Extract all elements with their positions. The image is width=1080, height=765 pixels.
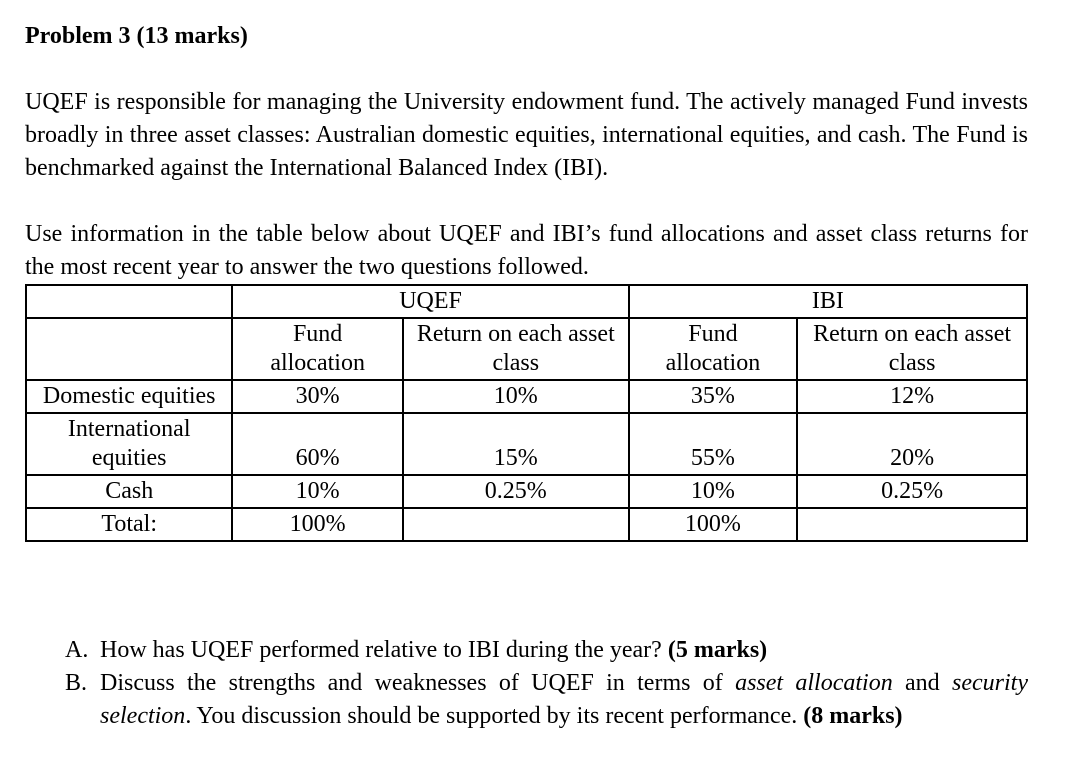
ibi-group-header: IBI [627,284,1029,319]
table-subheader-row: Fund allocation Return on each asset cla… [24,317,1028,381]
ibi-return-value: 20% [796,412,1028,476]
uqef-allocation-value: 10% [231,474,404,509]
questions-list: A. How has UQEF performed relative to IB… [25,634,1028,733]
question-b: B. Discuss the strengths and weaknesses … [25,667,1028,733]
question-b-italic-asset-allocation: asset allocation [735,670,893,696]
uqef-allocation-value: 30% [231,379,404,414]
table-row-total: Total: 100% 100% [24,507,1028,542]
question-b-body-part1: Discuss the strengths and weaknesses of … [100,670,736,696]
uqef-allocation-total: 100% [231,507,404,542]
uqef-allocation-value: 60% [231,412,404,476]
row-label: Total: [24,507,234,542]
intro-paragraph: UQEF is responsible for managing the Uni… [25,89,1028,181]
uqef-fund-allocation-header-text: Fund allocation [270,321,365,376]
ibi-return-value: 12% [796,379,1028,414]
international-equities-label-text: International equities [67,416,191,471]
ibi-fund-allocation-header: Fund allocation [627,317,799,381]
uqef-return-header: Return on each asset class [401,317,630,381]
question-b-italic-security-selection: security selection [100,670,1028,729]
ibi-return-header: Return on each asset class [796,317,1028,381]
question-a-body: How has UQEF performed relative to IBI d… [100,637,668,663]
row-label: Domestic equities [24,379,234,414]
ibi-allocation-value: 10% [627,474,799,509]
ibi-return-value: 0.25% [796,474,1028,509]
table-corner-cell [24,284,234,319]
problem-title: Problem 3 (13 marks) [25,23,248,49]
ibi-allocation-total: 100% [627,507,799,542]
table-row-cash: Cash 10% 0.25% 10% 0.25% [24,474,1028,509]
ibi-return-empty-cell [796,507,1028,542]
instruction-paragraph: Use information in the table below about… [25,221,1028,280]
uqef-return-value: 10% [401,379,630,414]
question-b-marks: (8 marks) [803,703,903,729]
uqef-fund-allocation-header: Fund allocation [231,317,404,381]
uqef-return-empty-cell [401,507,630,542]
row-label: International equities [24,412,234,476]
allocation-table: UQEF IBI Fund allocation Return on each … [24,284,1029,542]
row-label: Cash [24,474,234,509]
question-b-marker: B. [65,670,88,696]
table-group-header-row: UQEF IBI [24,284,1029,319]
table-row-international-equities: International equities 60% 15% 55% 20% [24,412,1028,476]
uqef-return-value: 0.25% [401,474,630,509]
question-b-text: Discuss the strengths and weaknesses of … [100,667,1028,733]
ibi-allocation-value: 55% [627,412,799,476]
uqef-group-header: UQEF [231,284,630,319]
question-a: A. How has UQEF performed relative to IB… [25,634,1028,667]
table-row-domestic-equities: Domestic equities 30% 10% 35% 12% [24,379,1028,414]
question-a-marks: (5 marks) [667,637,768,663]
question-a-text: How has UQEF performed relative to IBI d… [100,634,1028,667]
uqef-return-value: 15% [401,412,630,476]
ibi-allocation-value: 35% [627,379,799,414]
empty-subheader-cell [24,317,234,381]
question-b-body-mid: and [892,670,953,696]
question-a-marker: A. [65,637,89,663]
ibi-fund-allocation-header-text: Fund allocation [665,321,761,376]
question-b-body-part2: . You discussion should be supported by … [185,703,804,729]
